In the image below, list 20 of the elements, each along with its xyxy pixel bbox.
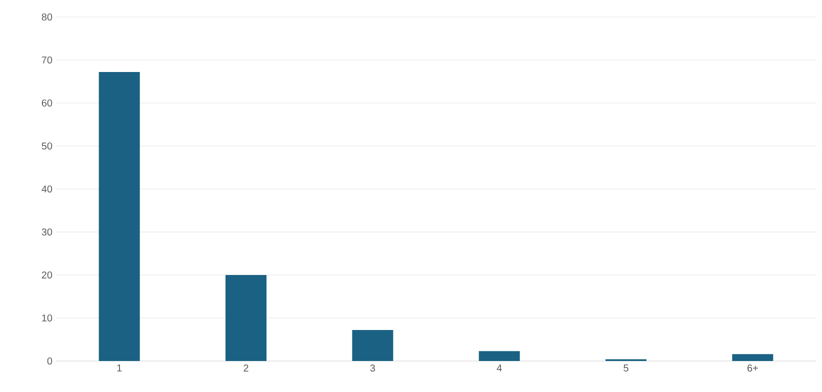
x-tick-label: 2 — [244, 364, 248, 372]
bar — [732, 354, 774, 361]
x-tick-label: 5 — [624, 364, 628, 372]
bar — [352, 330, 394, 361]
y-tick-label: 10 — [42, 314, 52, 322]
x-tick-label: 4 — [496, 364, 502, 372]
y-tick-label: 50 — [42, 142, 52, 150]
bar — [226, 275, 267, 361]
bar — [478, 351, 520, 361]
x-tick-label: 3 — [370, 364, 376, 372]
y-tick-label: 40 — [42, 185, 52, 193]
bar — [98, 72, 140, 361]
x-tick-label: 6+ — [747, 364, 758, 372]
y-tick-label: 70 — [42, 56, 52, 64]
y-tick-label: 60 — [42, 99, 52, 107]
y-tick-label: 30 — [42, 228, 52, 236]
x-tick-label: 1 — [117, 364, 122, 372]
y-tick-label: 80 — [42, 13, 52, 21]
y-tick-label: 20 — [42, 271, 52, 279]
y-tick-label: 0 — [47, 357, 52, 365]
